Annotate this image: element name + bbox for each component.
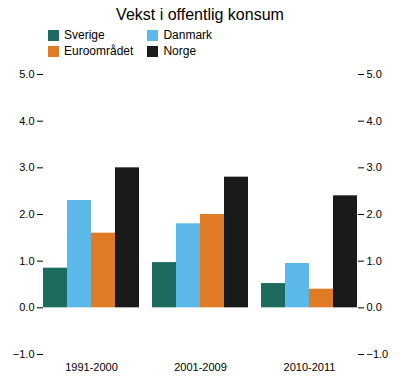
svg-text:3.0: 3.0 [367,161,382,173]
svg-text:2001-2009: 2001-2009 [174,361,227,373]
svg-text:1.0: 1.0 [19,255,34,267]
html-text:Euroområdet: Euroområdet [64,44,134,58]
svg-text:4.0: 4.0 [19,115,34,127]
svg-text:0.0: 0.0 [19,301,34,313]
svg-text:0.0: 0.0 [367,301,382,313]
svg-text:2.0: 2.0 [367,208,382,220]
svg-text:1991-2000: 1991-2000 [65,361,118,373]
html-text:Norge: Norge [163,44,197,58]
svg-text:2.0: 2.0 [19,208,34,220]
svg-text:1.0: 1.0 [367,255,382,267]
svg-text:4.0: 4.0 [367,115,382,127]
svg-text:5.0: 5.0 [367,68,382,80]
svg-text:2010-2011: 2010-2011 [284,361,336,373]
html-text:Danmark: Danmark [163,28,213,42]
html-text:Sverige: Sverige [64,28,105,42]
svg-text:5.0: 5.0 [19,68,34,80]
svg-text:3.0: 3.0 [19,161,34,173]
svg-text:−1.0: −1.0 [367,348,389,360]
svg-text:−1.0: −1.0 [13,348,35,360]
html-text:Vekst i offentlig konsum: Vekst i offentlig konsum [116,6,284,23]
